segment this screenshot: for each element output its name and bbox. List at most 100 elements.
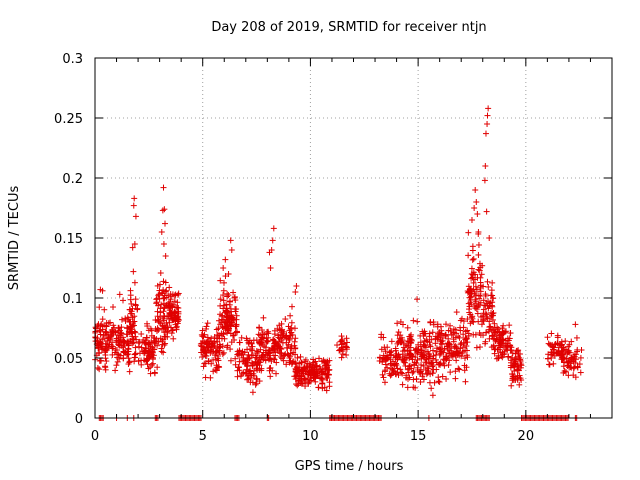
data-point (380, 334, 387, 341)
x-axis-label: GPS time / hours (295, 459, 404, 474)
data-point (273, 370, 280, 377)
data-point (484, 121, 491, 127)
data-point (160, 241, 167, 247)
data-point (447, 369, 454, 376)
data-point (514, 360, 521, 367)
data-point (142, 337, 149, 344)
data-point (343, 344, 350, 351)
data-point (96, 304, 103, 311)
data-point (232, 329, 239, 336)
data-point (378, 346, 385, 353)
data-point (440, 349, 447, 356)
data-point (311, 371, 318, 378)
data-point (249, 389, 256, 396)
data-point (267, 373, 274, 380)
data-point (256, 324, 263, 331)
data-point (343, 335, 350, 342)
data-point (323, 387, 330, 394)
data-point (228, 321, 235, 328)
data-point (109, 328, 116, 335)
data-point (413, 360, 420, 367)
data-point (208, 335, 215, 342)
data-point (486, 324, 493, 331)
data-point (119, 334, 126, 341)
data-point (112, 367, 119, 374)
data-point (483, 208, 490, 215)
data-point (475, 266, 482, 273)
data-point (127, 296, 134, 303)
data-point (488, 287, 495, 294)
data-point (171, 313, 178, 320)
data-point (259, 334, 266, 341)
data-point (114, 358, 121, 365)
data-point (482, 292, 489, 299)
data-point (548, 330, 555, 337)
data-point (287, 312, 294, 319)
data-point (417, 351, 424, 358)
data-point (277, 353, 284, 360)
data-point (433, 359, 440, 366)
data-point (232, 361, 239, 368)
data-point (430, 347, 437, 354)
data-point (213, 367, 220, 374)
data-point (155, 292, 162, 299)
data-point (282, 351, 289, 358)
data-point (159, 207, 166, 214)
data-point (462, 378, 469, 385)
data-point (267, 265, 274, 271)
data-point (124, 351, 131, 358)
data-point (417, 378, 424, 385)
data-point (318, 375, 325, 382)
data-point (128, 323, 135, 330)
data-point (125, 355, 132, 362)
data-point (220, 305, 227, 312)
data-point (175, 316, 182, 323)
data-point (473, 199, 480, 205)
data-point (120, 337, 127, 344)
data-point (544, 334, 551, 341)
data-point (247, 379, 254, 386)
data-point (214, 338, 221, 345)
data-point (151, 369, 158, 376)
data-point (507, 330, 514, 337)
data-point (496, 329, 503, 336)
axis-ticks: 0 0.05 0.1 0.15 0.2 0.25 0.3 0 5 10 15 20 (54, 52, 612, 444)
data-point (423, 354, 430, 361)
data-point (216, 364, 223, 371)
data-point (160, 278, 167, 285)
data-point (212, 356, 219, 363)
data-point (487, 323, 494, 330)
data-point (480, 332, 487, 339)
data-point (452, 375, 459, 382)
data-point (325, 371, 332, 378)
data-point (323, 362, 330, 369)
data-point (135, 340, 142, 347)
data-point (468, 271, 475, 278)
data-point (473, 292, 480, 299)
data-point (288, 319, 295, 326)
data-point (494, 324, 501, 331)
data-point (450, 326, 457, 333)
data-point (243, 335, 250, 342)
data-point (276, 322, 283, 329)
data-point (571, 352, 578, 359)
data-point (154, 308, 161, 315)
data-point (232, 308, 239, 315)
data-point (497, 333, 504, 340)
data-point (213, 326, 220, 333)
data-point (236, 339, 243, 346)
data-point (489, 279, 496, 286)
data-point (274, 332, 281, 339)
data-point (426, 360, 433, 367)
data-point (469, 247, 476, 254)
data-point (162, 340, 169, 347)
data-point (280, 357, 287, 364)
data-point (482, 130, 489, 137)
data-point (175, 310, 182, 317)
data-point (471, 288, 478, 295)
data-point (204, 320, 211, 327)
data-point (166, 319, 173, 326)
data-point (99, 287, 106, 294)
data-point (271, 331, 278, 338)
data-point (473, 306, 480, 313)
